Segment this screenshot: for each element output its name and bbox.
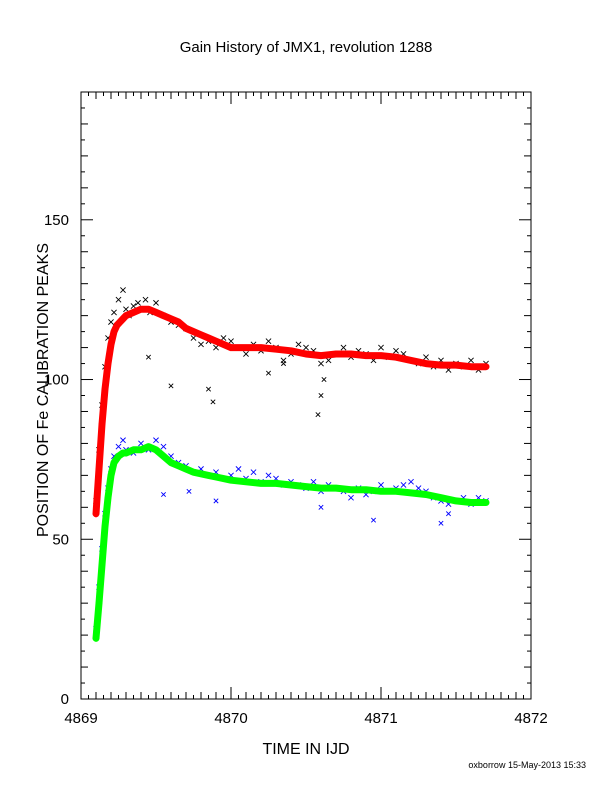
chart-title: Gain History of JMX1, revolution 1288 [180, 39, 433, 56]
data-point [120, 287, 126, 293]
fit-point [110, 459, 118, 467]
data-point [186, 488, 192, 494]
footer-stamp: oxborrow 15-May-2013 15:33 [468, 760, 586, 770]
data-point [318, 504, 324, 510]
fit-point [98, 561, 106, 569]
data-point [160, 443, 167, 450]
data-point [198, 341, 204, 348]
data-point [400, 482, 407, 488]
data-point [160, 492, 167, 498]
fit-point [104, 494, 112, 502]
x-axis-label: TIME IN IJD [262, 741, 349, 758]
data-point [213, 344, 219, 351]
data-point [393, 347, 399, 354]
data-point [348, 494, 354, 501]
data-point [205, 386, 212, 392]
data-point [325, 357, 332, 364]
data-point [378, 344, 384, 351]
y-tick-label: 50 [52, 531, 69, 548]
data-point [423, 354, 429, 361]
data-point [120, 437, 126, 444]
data-point [235, 466, 242, 472]
fit-point [113, 321, 121, 329]
fit-point [101, 522, 109, 530]
fit-point [95, 599, 103, 607]
axis-tick-labels: 4869 4870 4871 4872 0 50 100 150 [44, 212, 548, 727]
data-point [153, 299, 159, 306]
fit-point [107, 340, 115, 348]
data-point [243, 351, 249, 357]
data-point [213, 498, 219, 504]
data-point [318, 392, 324, 399]
fit-point [104, 360, 112, 368]
data-marks [92, 287, 490, 642]
data-point [145, 354, 152, 360]
data-point [250, 469, 257, 476]
data-point [111, 309, 117, 316]
data-point [445, 511, 452, 517]
data-point [370, 517, 377, 523]
y-tick-label: 150 [44, 212, 69, 229]
data-point [438, 520, 444, 526]
data-point [468, 357, 474, 364]
data-point [138, 440, 144, 447]
data-point [190, 335, 197, 341]
fit-point [92, 634, 100, 642]
data-point [310, 478, 317, 485]
plot-border [80, 91, 532, 700]
data-point [210, 399, 216, 405]
data-point [378, 482, 384, 488]
data-point [408, 478, 414, 485]
axis-ticks [80, 91, 532, 700]
data-point [142, 296, 149, 303]
data-point [303, 344, 309, 351]
data-point [340, 344, 347, 351]
data-point [115, 296, 122, 303]
data-point [153, 437, 159, 444]
data-point [315, 412, 321, 418]
data-point [130, 303, 137, 309]
y-tick-label: 0 [61, 691, 69, 708]
fit-point [101, 385, 109, 393]
x-tick-label: 4871 [364, 710, 397, 727]
fit-point [110, 328, 118, 336]
data-point [415, 485, 422, 492]
data-point [108, 319, 114, 325]
data-point [135, 299, 141, 306]
data-point [123, 306, 129, 313]
fit-point [95, 465, 103, 473]
y-tick-label: 100 [44, 372, 69, 389]
data-point [265, 370, 272, 376]
data-point [265, 472, 272, 479]
fit-point [98, 420, 106, 428]
y-axis-label: POSITION OF Fe CALIBRATION PEAKS [35, 243, 52, 537]
plot-frame [80, 91, 532, 700]
data-point [168, 383, 174, 389]
x-tick-label: 4870 [214, 710, 247, 727]
data-point [220, 335, 227, 341]
data-point [295, 341, 302, 348]
data-point [318, 360, 324, 367]
x-tick-label: 4872 [514, 710, 547, 727]
data-point [115, 443, 122, 450]
data-point [228, 338, 234, 345]
data-point [265, 338, 272, 345]
data-point [321, 377, 327, 383]
fit-point [92, 510, 100, 518]
x-tick-label: 4869 [64, 710, 97, 727]
data-point [280, 361, 287, 367]
fit-curve [92, 443, 490, 642]
fit-point [107, 471, 115, 479]
